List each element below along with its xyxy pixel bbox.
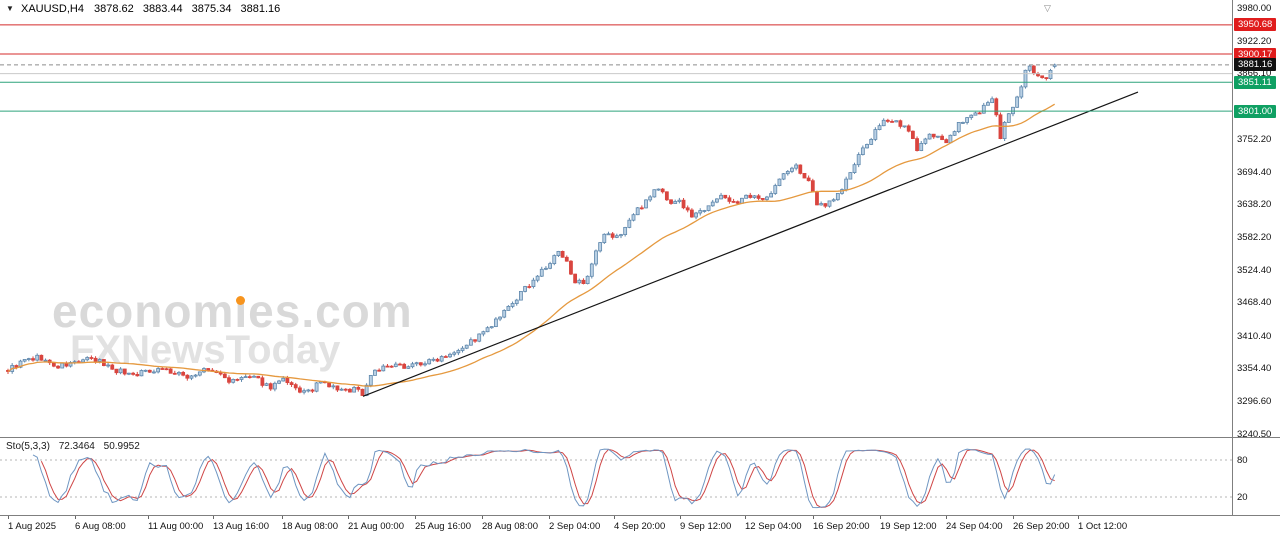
time-tick	[1013, 516, 1014, 519]
time-tick-label: 1 Aug 2025	[8, 521, 57, 532]
trendline[interactable]	[362, 91, 1139, 397]
stochastic-panel-canvas[interactable]	[0, 437, 1232, 515]
time-tick	[813, 516, 814, 519]
time-tick	[880, 516, 881, 519]
price-badge-resistance: 3900.17	[1234, 47, 1277, 61]
time-tick-label: 13 Aug 16:00	[213, 521, 269, 532]
candles	[6, 63, 1057, 397]
watermark-i-dot	[236, 296, 246, 305]
indicator-panel-separator[interactable]	[0, 437, 1280, 438]
price-tick-label: 3468.40	[1237, 297, 1272, 309]
time-tick	[680, 516, 681, 519]
time-tick	[549, 516, 550, 519]
time-tick	[148, 516, 149, 519]
time-tick	[745, 516, 746, 519]
indicator-label: Sto(5,3,3) 72.3464 50.9952	[6, 441, 140, 452]
time-tick-label: 1 Oct 12:00	[1078, 521, 1128, 532]
time-tick-label: 25 Aug 16:00	[415, 521, 471, 532]
price-chart-canvas[interactable]	[0, 0, 1232, 437]
price-tick-label: 3638.20	[1237, 199, 1272, 211]
time-axis-separator	[0, 515, 1280, 516]
quote-close: 3881.16	[240, 3, 281, 15]
indicator-signal-value: 50.9952	[103, 441, 140, 452]
time-tick	[213, 516, 214, 519]
symbol-dropdown-icon[interactable]: ▼	[6, 4, 14, 13]
time-tick	[614, 516, 615, 519]
price-tick-label: 3582.20	[1237, 231, 1272, 243]
price-badge-current-price: 3881.16	[1234, 58, 1277, 72]
time-tick-label: 2 Sep 04:00	[549, 521, 601, 532]
sto-level-label: 20	[1237, 491, 1248, 503]
axis-separator-vertical	[1232, 0, 1233, 515]
time-tick	[8, 516, 9, 519]
quote-low: 3875.34	[191, 3, 232, 15]
time-tick	[415, 516, 416, 519]
watermark-brand-text: econom	[52, 285, 235, 337]
quote-open: 3878.62	[94, 3, 134, 15]
time-tick-label: 16 Sep 20:00	[813, 521, 870, 532]
time-tick-label: 26 Sep 20:00	[1013, 521, 1070, 532]
time-tick	[348, 516, 349, 519]
time-tick	[75, 516, 76, 519]
time-tick	[1078, 516, 1079, 519]
time-tick-label: 24 Sep 04:00	[946, 521, 1003, 532]
quote-high: 3883.44	[142, 3, 183, 15]
time-tick-label: 18 Aug 08:00	[282, 521, 338, 532]
time-tick-label: 11 Aug 00:00	[148, 521, 204, 532]
watermark-brand: economı es.com	[52, 285, 413, 337]
chart-shift-marker-icon[interactable]: ▽	[1044, 3, 1051, 13]
indicator-main-value: 72.3464	[58, 441, 95, 452]
time-tick-label: 28 Aug 08:00	[482, 521, 538, 532]
indicator-name: Sto(5,3,3)	[6, 441, 50, 452]
chart-header: ▼ XAUUSD,H4 3878.62 3883.44 3875.34 3881…	[6, 3, 286, 15]
time-tick	[946, 516, 947, 519]
price-badge-support: 3851.11	[1234, 75, 1276, 89]
time-axis[interactable]: 1 Aug 2025 6 Aug 08:00 11 Aug 00:00 13 Aug …	[0, 516, 1280, 540]
price-tick-label: 3354.40	[1237, 362, 1272, 374]
price-tick-label: 3922.20	[1237, 35, 1272, 47]
time-tick-label: 4 Sep 20:00	[614, 521, 666, 532]
price-tick-label: 3866.10	[1237, 68, 1272, 80]
price-tick-label: 3524.40	[1237, 265, 1272, 276]
time-tick-label: 9 Sep 12:00	[680, 521, 732, 532]
price-tick-label: 3410.40	[1237, 330, 1272, 342]
time-tick-label: 21 Aug 00:00	[348, 521, 404, 532]
price-tick-label: 3752.20	[1237, 133, 1272, 145]
price-tick-label: 3240.50	[1237, 428, 1272, 440]
time-tick	[482, 516, 483, 519]
sto-main-line	[32, 448, 1056, 509]
time-tick-label: 6 Aug 08:00	[75, 521, 126, 532]
price-axis[interactable]: 3980.00 3922.20 3866.10 3752.20 3694.40 3638.…	[1233, 0, 1280, 440]
price-badge-resistance: 3950.68	[1234, 18, 1277, 32]
indicator-axis[interactable]: 80 20	[1233, 437, 1280, 515]
price-tick-label: 3296.60	[1237, 396, 1272, 408]
time-tick-label: 12 Sep 04:00	[745, 521, 802, 532]
price-badge-support: 3801.00	[1234, 104, 1277, 118]
time-tick-label: 19 Sep 12:00	[880, 521, 937, 532]
time-tick	[282, 516, 283, 519]
moving-average-line[interactable]	[7, 103, 1056, 387]
price-tick-label: 3980.00	[1237, 2, 1272, 14]
sto-level-label: 80	[1237, 454, 1248, 466]
price-tick-label: 3694.40	[1237, 167, 1272, 178]
symbol-timeframe: XAUUSD,H4	[20, 3, 84, 15]
